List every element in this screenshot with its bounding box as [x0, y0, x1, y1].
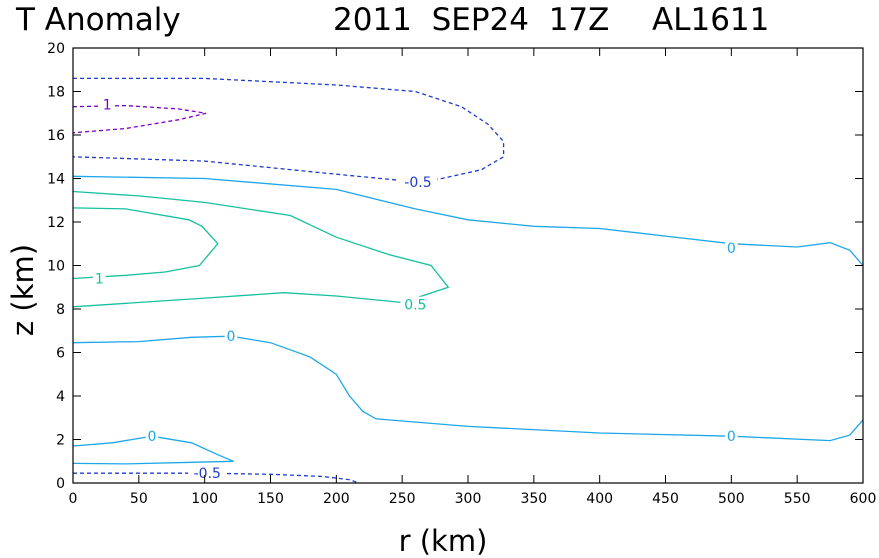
contour-label-2-0: -0.5	[194, 466, 221, 482]
x-tick-label: 400	[586, 491, 613, 507]
x-axis-label: r (km)	[399, 524, 488, 558]
y-axis-label: z (km)	[6, 244, 40, 336]
contour-label-bg	[145, 428, 159, 445]
x-tick-label: 150	[257, 491, 284, 507]
x-tick-label: 450	[652, 491, 679, 507]
contour-lines: 1 -0.5 -0.5 0 0 0 0 0.5 1	[72, 77, 864, 484]
y-tick-label: 6	[56, 346, 65, 362]
contour-label-bg	[725, 428, 738, 445]
x-tick-label: 50	[130, 491, 148, 507]
x-tick-label: 300	[455, 491, 482, 507]
y-tick-label: 18	[47, 85, 65, 101]
contour-line-4	[72, 335, 864, 442]
contour-label-bg	[100, 96, 114, 113]
x-tick-label: 250	[389, 491, 416, 507]
contour-label-5-0: 0	[148, 429, 157, 445]
x-tick-label: 550	[784, 491, 811, 507]
contour-line-3	[72, 175, 864, 266]
chart-title: T Anomaly	[15, 2, 181, 38]
y-tick-label: 4	[56, 389, 65, 405]
contour-label-bg	[188, 465, 227, 482]
contour-label-bg	[725, 240, 738, 257]
plot-axes: 0 50 100 150 200 250 300 350 400 450 500 550 6000246…	[47, 41, 876, 507]
contour-label-4-1: 0	[727, 429, 736, 445]
y-tick-label: 16	[47, 128, 65, 144]
plot-frame	[72, 47, 864, 484]
contour-label-6-0: 0.5	[404, 298, 426, 314]
x-tick-label: 500	[718, 491, 745, 507]
x-tick-label: 350	[520, 491, 547, 507]
contour-line-5	[72, 435, 234, 465]
x-tick-label: 600	[850, 491, 877, 507]
y-tick-label: 8	[56, 302, 65, 318]
contour-label-bg	[398, 173, 438, 190]
contour-label-bg	[93, 270, 106, 287]
contour-label-4-0: 0	[227, 329, 236, 345]
contour-label-7-0: 1	[95, 272, 104, 288]
contour-label-bg	[224, 328, 238, 345]
y-tick-label: 0	[56, 476, 65, 492]
chart-storm-id: AL1611	[652, 2, 769, 38]
contour-label-bg	[400, 296, 431, 313]
y-tick-label: 20	[47, 41, 65, 57]
x-tick-label: 200	[323, 491, 350, 507]
contour-line-1	[72, 77, 505, 183]
contour-label-1-0: -0.5	[404, 175, 431, 191]
x-tick-label: 0	[69, 491, 78, 507]
contour-line-0	[72, 104, 207, 134]
contour-label-0-0: 1	[103, 98, 112, 114]
contour-line-7	[72, 207, 219, 280]
y-tick-label: 12	[47, 215, 65, 231]
chart-date-label: 2011 SEP24 17Z	[333, 2, 609, 38]
y-tick-label: 14	[47, 172, 65, 188]
x-tick-label: 100	[191, 491, 218, 507]
y-tick-label: 2	[56, 433, 65, 449]
contour-line-6	[72, 190, 450, 308]
contour-label-3-0: 0	[727, 241, 736, 257]
y-tick-label: 10	[47, 259, 65, 275]
